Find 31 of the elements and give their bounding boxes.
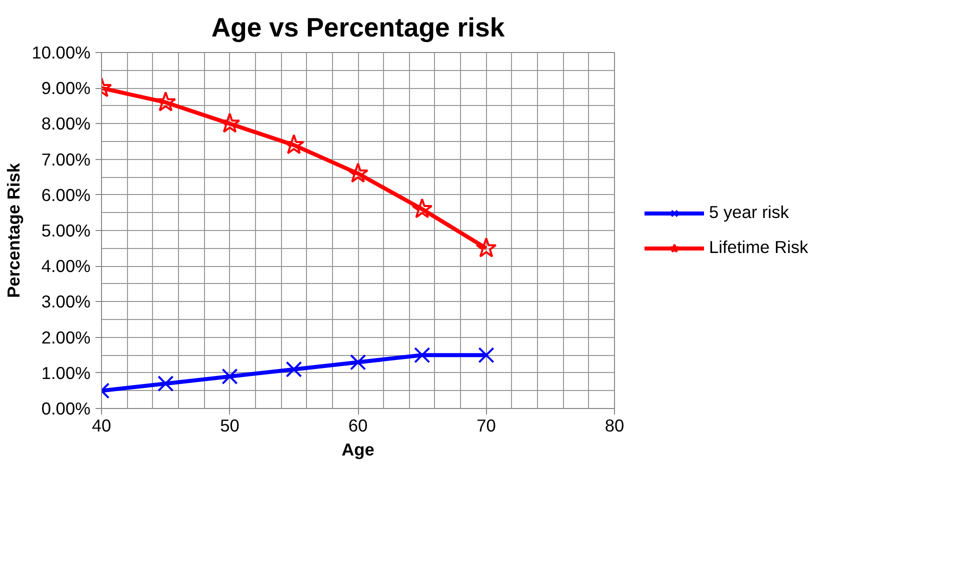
x-tick-label: 80	[604, 416, 624, 436]
point	[155, 91, 176, 112]
y-axis-title: Percentage Risk	[4, 162, 24, 298]
chart-title: Age vs Percentage risk	[211, 12, 505, 42]
y-tick-label: 2.00%	[41, 327, 91, 348]
x-tick-label: 50	[220, 416, 240, 436]
x-tick-label: 60	[348, 416, 368, 436]
point	[350, 354, 366, 370]
legend-label: Lifetime Risk	[709, 237, 808, 258]
y-tick-label: 4.00%	[41, 256, 91, 276]
legend-label: 5 year risk	[709, 202, 789, 223]
y-tick-label: 7.00%	[41, 149, 91, 170]
y-tick-label: 3.00%	[41, 292, 91, 312]
y-tick-label: 0.00%	[41, 398, 91, 418]
y-tick-label: 5.00%	[41, 220, 91, 240]
point	[347, 162, 369, 183]
point	[222, 368, 238, 385]
y-tick-label: 10.00%	[32, 42, 91, 62]
point	[158, 376, 174, 392]
point	[412, 198, 433, 218]
y-tick-label: 1.00%	[41, 362, 91, 383]
y-tick-label: 8.00%	[41, 114, 91, 134]
x-axis-title: Age	[342, 440, 375, 460]
x-tick-label: 70	[476, 416, 496, 436]
y-tick-label: 9.00%	[41, 78, 91, 98]
point	[476, 237, 497, 258]
point	[286, 361, 302, 378]
point	[478, 347, 494, 364]
y-tick-label: 6.00%	[41, 184, 91, 205]
x-tick-label: 40	[92, 416, 112, 436]
point	[414, 347, 430, 364]
